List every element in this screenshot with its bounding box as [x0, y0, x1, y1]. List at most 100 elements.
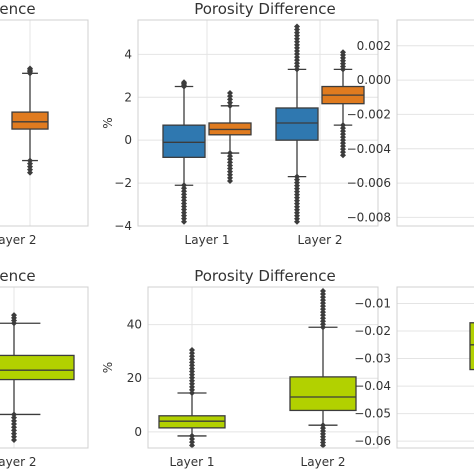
- outlier-high: [189, 371, 195, 378]
- outlier-high: [320, 303, 326, 310]
- box-layer-2-1: [11, 65, 49, 176]
- outlier-high: [189, 350, 195, 357]
- outlier-high: [294, 57, 300, 64]
- outlier-low: [11, 424, 17, 431]
- outlier-high: [294, 60, 300, 67]
- outlier-low: [340, 140, 346, 147]
- outlier-low: [340, 122, 346, 129]
- outlier-low: [294, 209, 300, 216]
- y-tick-label: 40: [127, 318, 142, 332]
- outlier-low: [227, 153, 233, 160]
- outlier-low: [340, 149, 346, 156]
- outlier-high: [189, 368, 195, 375]
- panel-5: 0 20 40 Layer 1 Layer 2 Porosity Difference%: [101, 267, 379, 469]
- y-axis-label: %: [101, 117, 115, 128]
- outlier-low: [27, 166, 33, 173]
- box-layer-1-2: [208, 89, 252, 184]
- outlier-low: [189, 439, 195, 446]
- outlier-low: [340, 125, 346, 132]
- y-tick-label: −0.008: [347, 210, 391, 224]
- outlier-low: [227, 171, 233, 178]
- outlier-high: [320, 312, 326, 319]
- outlier-low: [181, 191, 187, 198]
- outlier-low: [181, 200, 187, 207]
- outlier-high: [294, 38, 300, 45]
- box-layer-2-1: [275, 23, 319, 225]
- plot-frame: [396, 286, 474, 449]
- outlier-low: [189, 436, 195, 443]
- outlier-high: [11, 312, 17, 319]
- outlier-low: [27, 169, 33, 176]
- panel-2: −4 −2 0 2 4 Layer 1 Layer 2 Porosity Difference…: [101, 0, 379, 247]
- box-layer-2-2: [321, 49, 365, 159]
- x-tick-label: Layer 2: [0, 455, 36, 469]
- outlier-high: [27, 65, 33, 72]
- outlier-low: [294, 191, 300, 198]
- outlier-low: [11, 414, 17, 421]
- box-layer-2-1: [289, 288, 357, 449]
- outlier-low: [340, 143, 346, 150]
- outlier-low: [227, 162, 233, 169]
- y-tick-label: 0: [134, 425, 142, 439]
- panel-4: Layer 2 erence: [0, 267, 89, 469]
- outlier-low: [294, 197, 300, 204]
- outlier-low: [294, 212, 300, 219]
- y-tick-label: −0.004: [347, 142, 391, 156]
- y-tick-label: 0: [124, 133, 132, 147]
- outlier-high: [294, 29, 300, 36]
- outlier-low: [340, 131, 346, 138]
- outlier-low: [181, 194, 187, 201]
- outlier-high: [294, 32, 300, 39]
- box-iqr: [289, 376, 357, 412]
- y-tick-label: −0.002: [347, 107, 391, 121]
- outlier-low: [227, 174, 233, 181]
- outlier-high: [294, 23, 300, 30]
- outlier-high: [227, 96, 233, 103]
- outlier-low: [294, 179, 300, 186]
- outlier-low: [294, 194, 300, 201]
- box-iqr: [469, 322, 474, 371]
- outlier-low: [294, 218, 300, 225]
- outlier-high: [320, 297, 326, 304]
- outlier-high: [189, 347, 195, 354]
- outlier-high: [227, 93, 233, 100]
- y-tick-label: −0.006: [347, 176, 391, 190]
- y-tick-label: 0.000: [357, 73, 391, 87]
- outlier-high: [294, 35, 300, 42]
- outlier-high: [189, 359, 195, 366]
- outlier-high: [189, 365, 195, 372]
- outlier-high: [189, 383, 195, 390]
- outlier-low: [181, 212, 187, 219]
- outlier-low: [11, 417, 17, 424]
- plot-frame: [147, 286, 379, 449]
- outlier-low: [340, 134, 346, 141]
- y-tick-label: −0.04: [354, 379, 391, 393]
- outlier-high: [320, 321, 326, 328]
- outlier-low: [27, 160, 33, 167]
- outlier-low: [181, 182, 187, 189]
- y-tick-label: −2: [114, 176, 132, 190]
- box-layer-1-1: [162, 79, 206, 225]
- outlier-low: [294, 182, 300, 189]
- outlier-high: [294, 26, 300, 33]
- panel-3: 0.002 0.000 −0.002 −0.004 −0.006 −0.008: [347, 19, 474, 227]
- y-tick-label: 4: [124, 47, 132, 61]
- outlier-high: [227, 102, 233, 109]
- outlier-low: [27, 163, 33, 170]
- y-tick-label: 2: [124, 90, 132, 104]
- y-tick-label: −0.05: [354, 407, 391, 421]
- outlier-low: [227, 150, 233, 157]
- outlier-low: [189, 442, 195, 449]
- outlier-low: [181, 185, 187, 192]
- outlier-low: [181, 206, 187, 213]
- y-tick-label: −0.03: [354, 352, 391, 366]
- outlier-low: [227, 156, 233, 163]
- outlier-low: [294, 185, 300, 192]
- outlier-low: [294, 173, 300, 180]
- box-iqr: [11, 111, 49, 130]
- outlier-low: [294, 203, 300, 210]
- outlier-low: [340, 152, 346, 159]
- x-tick-label: Layer 1: [170, 455, 215, 469]
- panel-title: erence: [0, 0, 36, 18]
- panel-title: Porosity Difference: [194, 267, 336, 285]
